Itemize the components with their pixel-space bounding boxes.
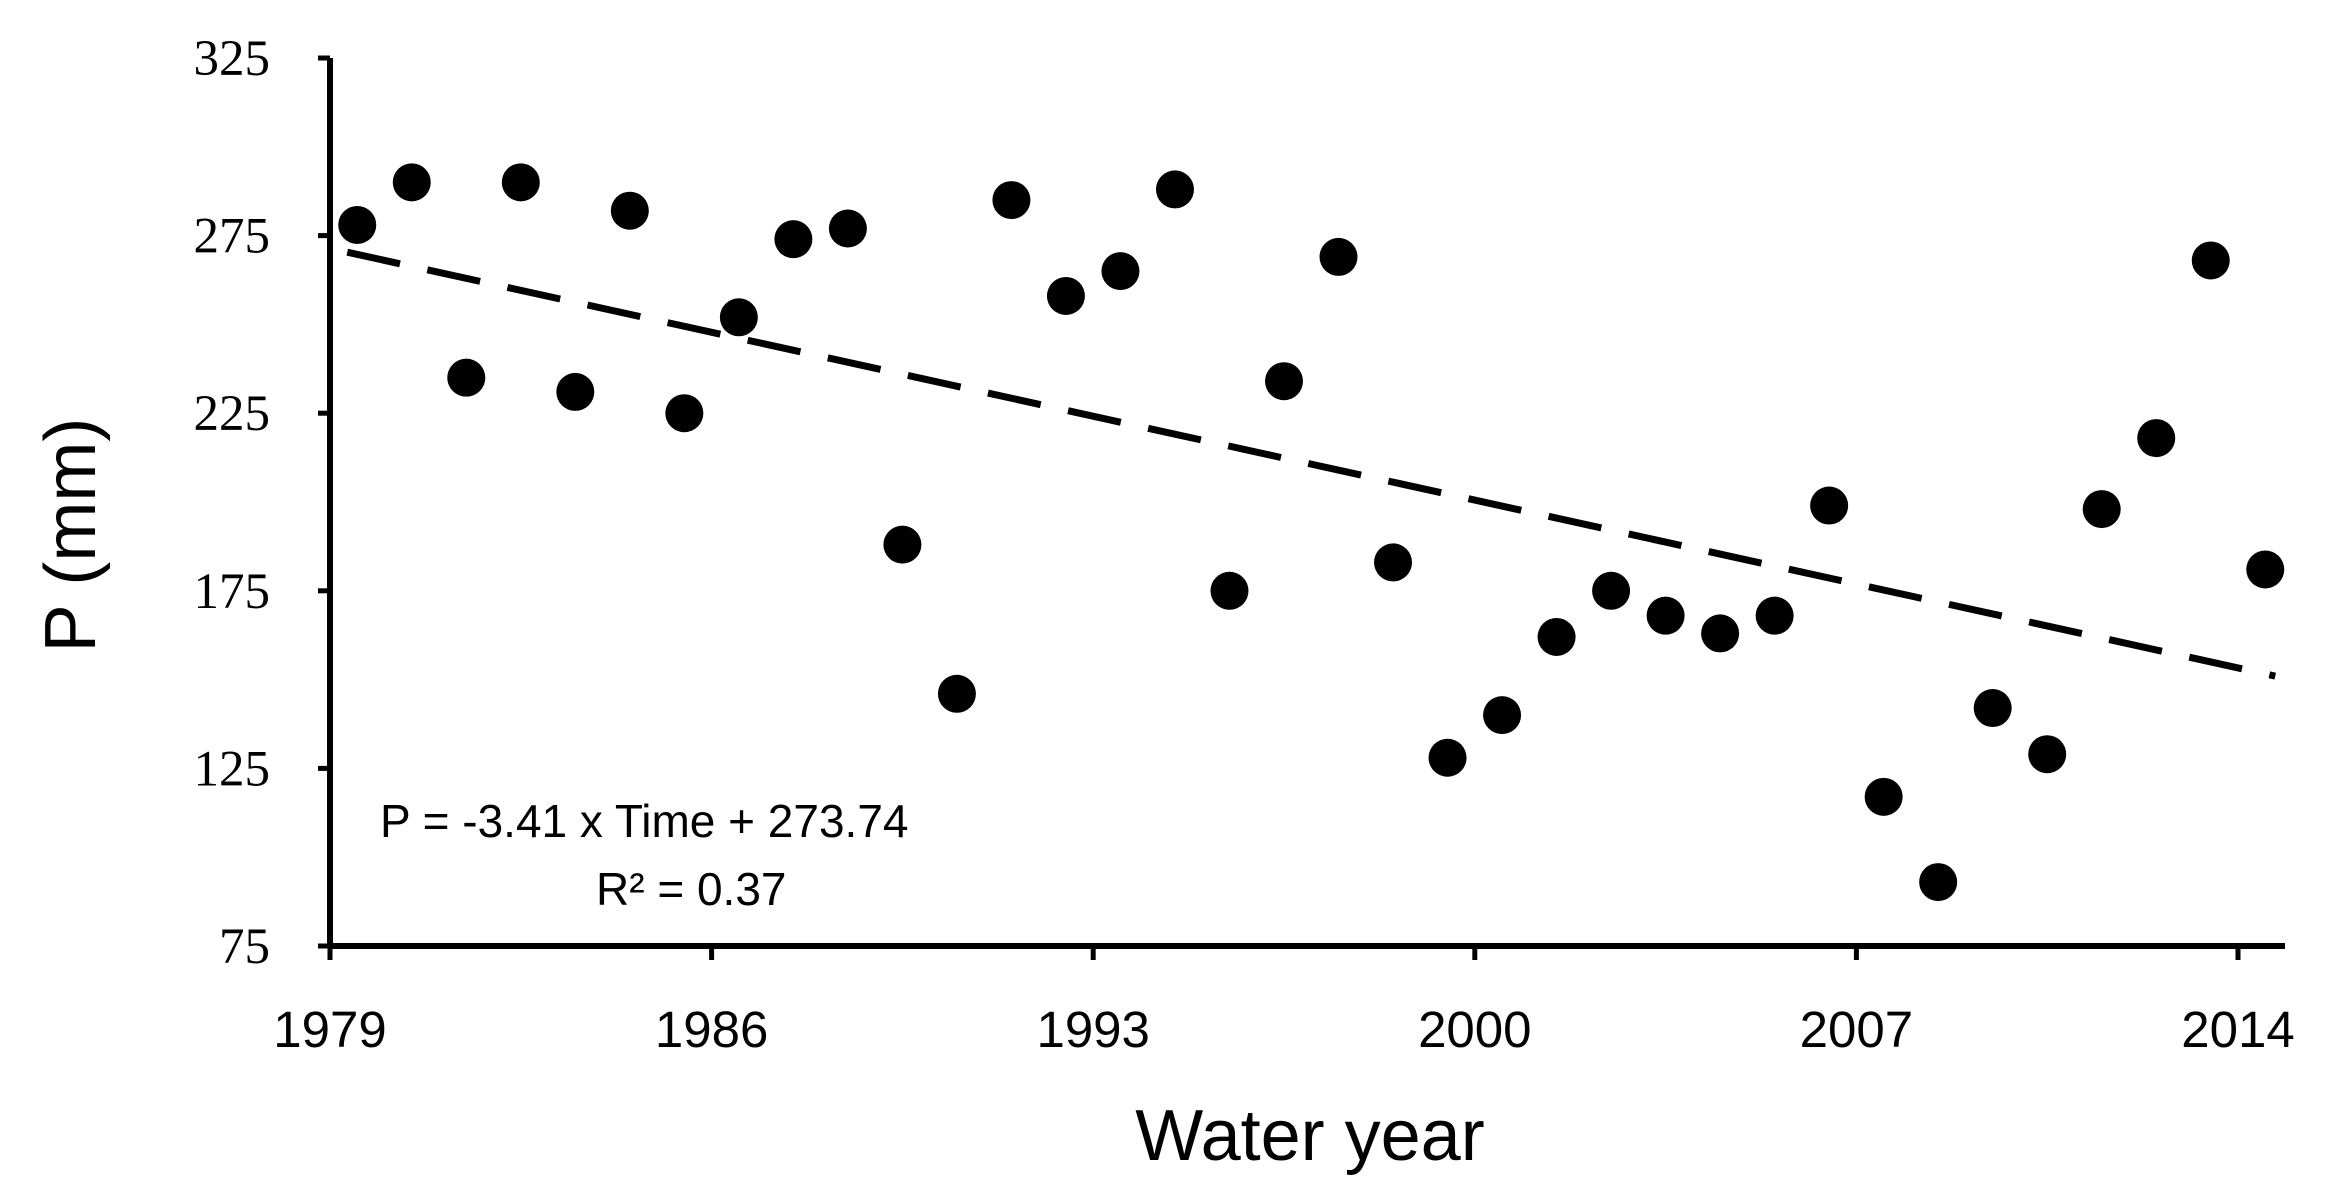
data-point	[447, 358, 486, 397]
y-axis-label: P (mm)	[31, 418, 111, 653]
data-point	[665, 394, 704, 433]
data-point	[1155, 170, 1194, 209]
data-point	[883, 525, 922, 564]
data-point	[1210, 571, 1249, 610]
data-point	[1755, 596, 1794, 635]
data-point	[1864, 777, 1903, 816]
data-point	[1319, 237, 1358, 276]
x-tick-label: 1986	[655, 1001, 768, 1058]
data-point	[1101, 252, 1140, 291]
y-tick-label: 75	[219, 919, 270, 975]
data-point	[2137, 419, 2176, 458]
data-point	[338, 205, 377, 244]
data-point	[501, 163, 540, 202]
data-point	[1428, 738, 1467, 777]
regression-equation: P = -3.41 x Time + 273.74	[380, 795, 908, 847]
data-point	[1592, 571, 1631, 610]
data-point	[1973, 689, 2012, 728]
x-ticks: 1979 1986 1993 2000 2007 2014	[273, 946, 2295, 1058]
data-point	[2191, 241, 2230, 280]
data-point	[828, 209, 867, 248]
data-point	[1646, 596, 1685, 635]
y-tick-label: 225	[194, 386, 271, 442]
data-point	[2246, 550, 2285, 589]
data-point	[1701, 614, 1740, 653]
data-point	[2082, 490, 2121, 529]
x-tick-label: 1979	[273, 1001, 386, 1058]
data-point	[1537, 617, 1576, 656]
trendline	[346, 248, 2277, 680]
data-point	[1919, 863, 1958, 902]
data-point	[774, 220, 813, 259]
data-point	[392, 163, 431, 202]
x-tick-label: 2014	[2181, 1001, 2294, 1058]
data-point	[1046, 276, 1085, 315]
r-squared-label: R² = 0.37	[596, 863, 787, 915]
x-tick-label: 2000	[1418, 1001, 1531, 1058]
trendline-group	[346, 248, 2277, 680]
data-point	[556, 372, 595, 411]
data-point	[1483, 696, 1522, 735]
data-point	[937, 674, 976, 713]
x-tick-label: 1993	[1036, 1001, 1149, 1058]
data-point	[2028, 735, 2067, 774]
x-tick-label: 2007	[1800, 1001, 1913, 1058]
data-points	[338, 163, 2285, 902]
x-axis-label: Water year	[1135, 1096, 1484, 1176]
y-ticks: 75 125 175 225 275 325	[194, 31, 330, 975]
y-tick-label: 275	[194, 209, 271, 265]
data-point	[1265, 362, 1303, 401]
y-tick-label: 175	[194, 564, 271, 620]
data-point	[1374, 543, 1413, 582]
data-point	[1810, 486, 1849, 525]
data-point	[719, 298, 758, 337]
data-point	[610, 191, 649, 230]
y-tick-label: 125	[194, 741, 271, 797]
y-tick-label: 325	[194, 31, 271, 87]
data-point	[992, 181, 1031, 220]
